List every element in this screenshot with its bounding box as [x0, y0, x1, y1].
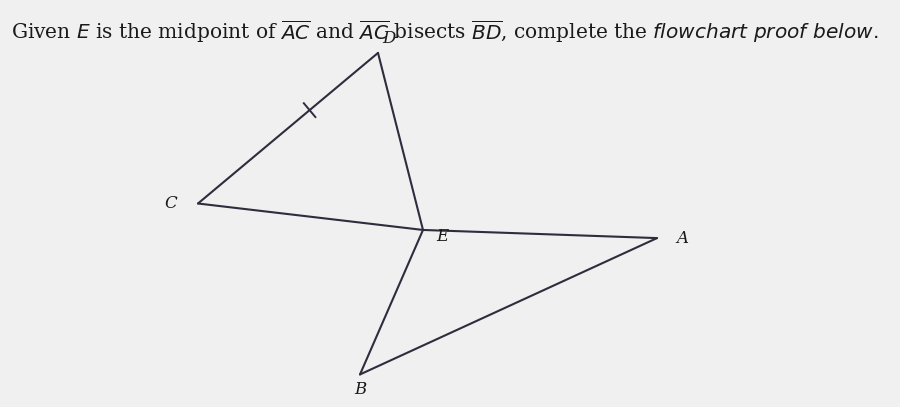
Text: B: B [354, 381, 366, 398]
Text: E: E [436, 228, 449, 245]
Text: Given $\mathit{E}$ is the midpoint of $\overline{AC}$ and $\overline{AC}$ bisect: Given $\mathit{E}$ is the midpoint of $\… [11, 18, 878, 45]
Text: C: C [165, 195, 177, 212]
Text: A: A [676, 230, 688, 247]
Text: D: D [382, 30, 395, 47]
